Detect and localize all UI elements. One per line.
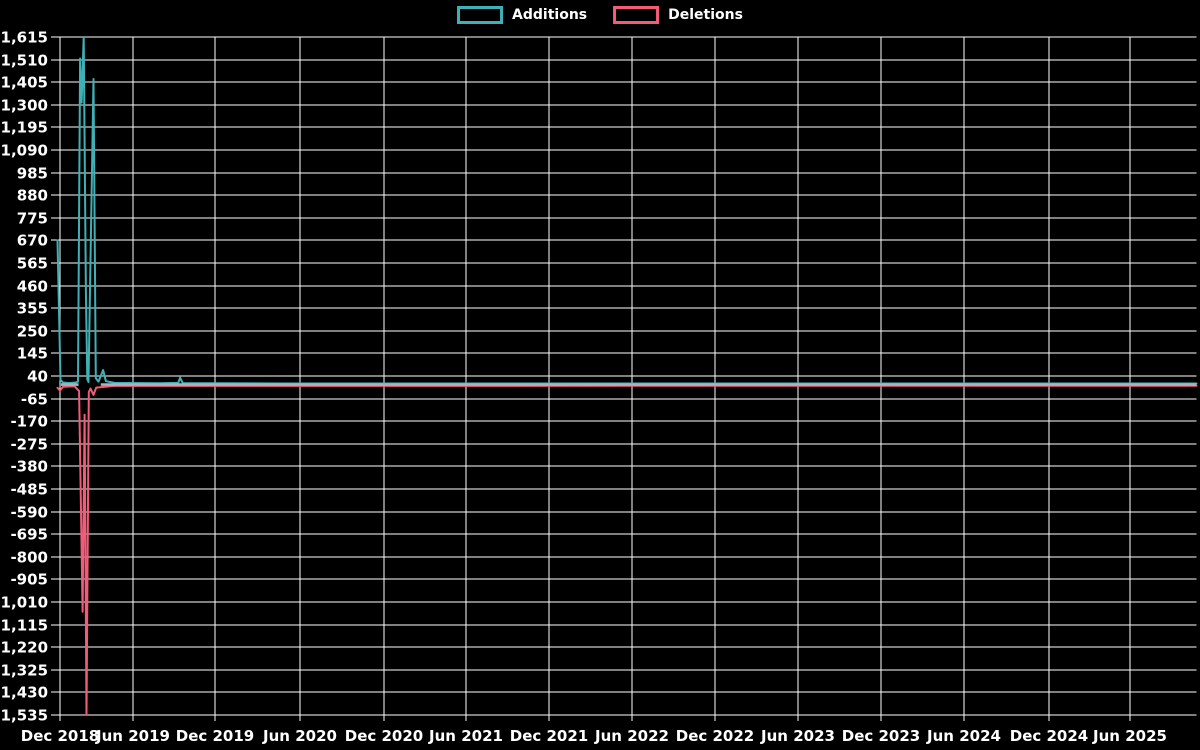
x-tick-label: Jun 2023	[760, 727, 835, 745]
x-tick-label: Dec 2022	[676, 727, 755, 745]
series-deletions-line	[56, 384, 1198, 716]
legend-label-additions: Additions	[512, 7, 588, 23]
y-tick-label: 1,300	[1, 97, 48, 115]
y-tick-label: -1,220	[0, 639, 48, 657]
y-tick-label: 145	[17, 345, 48, 363]
x-gridlines	[59, 37, 1131, 721]
x-tick-label: Dec 2023	[842, 727, 921, 745]
x-tick-label: Jun 2019	[95, 727, 170, 745]
y-tick-label: -170	[10, 413, 48, 431]
y-tick-label: -1,535	[0, 707, 48, 725]
y-tick-label: 40	[27, 368, 48, 386]
x-tick-label: Dec 2021	[510, 727, 589, 745]
y-tick-label: -380	[10, 458, 48, 476]
y-gridlines	[51, 36, 1197, 716]
legend-label-deletions: Deletions	[668, 7, 743, 23]
y-tick-label: -1,115	[0, 617, 48, 635]
y-tick-label: 355	[17, 300, 48, 318]
y-axis-labels: 1,615 1,510 1,405 1,300 1,195 1,090 985 880 775 6…	[0, 29, 48, 725]
x-tick-label: Jun 2021	[428, 727, 503, 745]
x-tick-label: Jun 2022	[594, 727, 669, 745]
y-tick-label: -1,430	[0, 684, 48, 702]
x-tick-label: Dec 2020	[345, 727, 424, 745]
y-tick-label: 1,405	[1, 74, 48, 92]
y-tick-label: 880	[17, 187, 48, 205]
y-tick-label: 1,615	[1, 29, 48, 47]
y-tick-label: -1,325	[0, 662, 48, 680]
y-tick-label: -695	[10, 526, 48, 544]
y-tick-label: -485	[10, 481, 48, 499]
y-tick-label: 1,090	[1, 142, 48, 160]
y-tick-label: 565	[17, 255, 48, 273]
x-tick-label: Jun 2025	[1092, 727, 1167, 745]
chart-legend: Additions Deletions	[457, 6, 743, 24]
y-tick-label: 1,510	[1, 52, 48, 70]
y-tick-label: 775	[17, 210, 48, 228]
x-tick-label: Jun 2024	[926, 727, 1001, 745]
y-tick-label: 460	[17, 278, 48, 296]
x-tick-label: Dec 2019	[176, 727, 255, 745]
series-additions-line	[56, 36, 1198, 385]
y-tick-label: -800	[10, 549, 48, 567]
y-tick-label: 985	[17, 165, 48, 183]
y-tick-label: -275	[10, 436, 48, 454]
x-tick-label: Dec 2024	[1010, 727, 1089, 745]
y-tick-label: -905	[10, 571, 48, 589]
y-tick-label: -1,010	[0, 594, 48, 612]
x-tick-label: Dec 2018	[21, 727, 100, 745]
y-tick-label: -590	[10, 504, 48, 522]
x-tick-label: Jun 2020	[262, 727, 337, 745]
y-tick-label: 250	[17, 323, 48, 341]
y-tick-label: 670	[17, 232, 48, 250]
legend-item-additions[interactable]: Additions	[457, 6, 587, 24]
y-tick-label: -65	[21, 391, 48, 409]
additions-swatch-icon	[457, 6, 504, 24]
legend-item-deletions[interactable]: Deletions	[613, 6, 743, 24]
deletions-swatch-icon	[613, 6, 660, 24]
y-tick-label: 1,195	[1, 119, 48, 137]
